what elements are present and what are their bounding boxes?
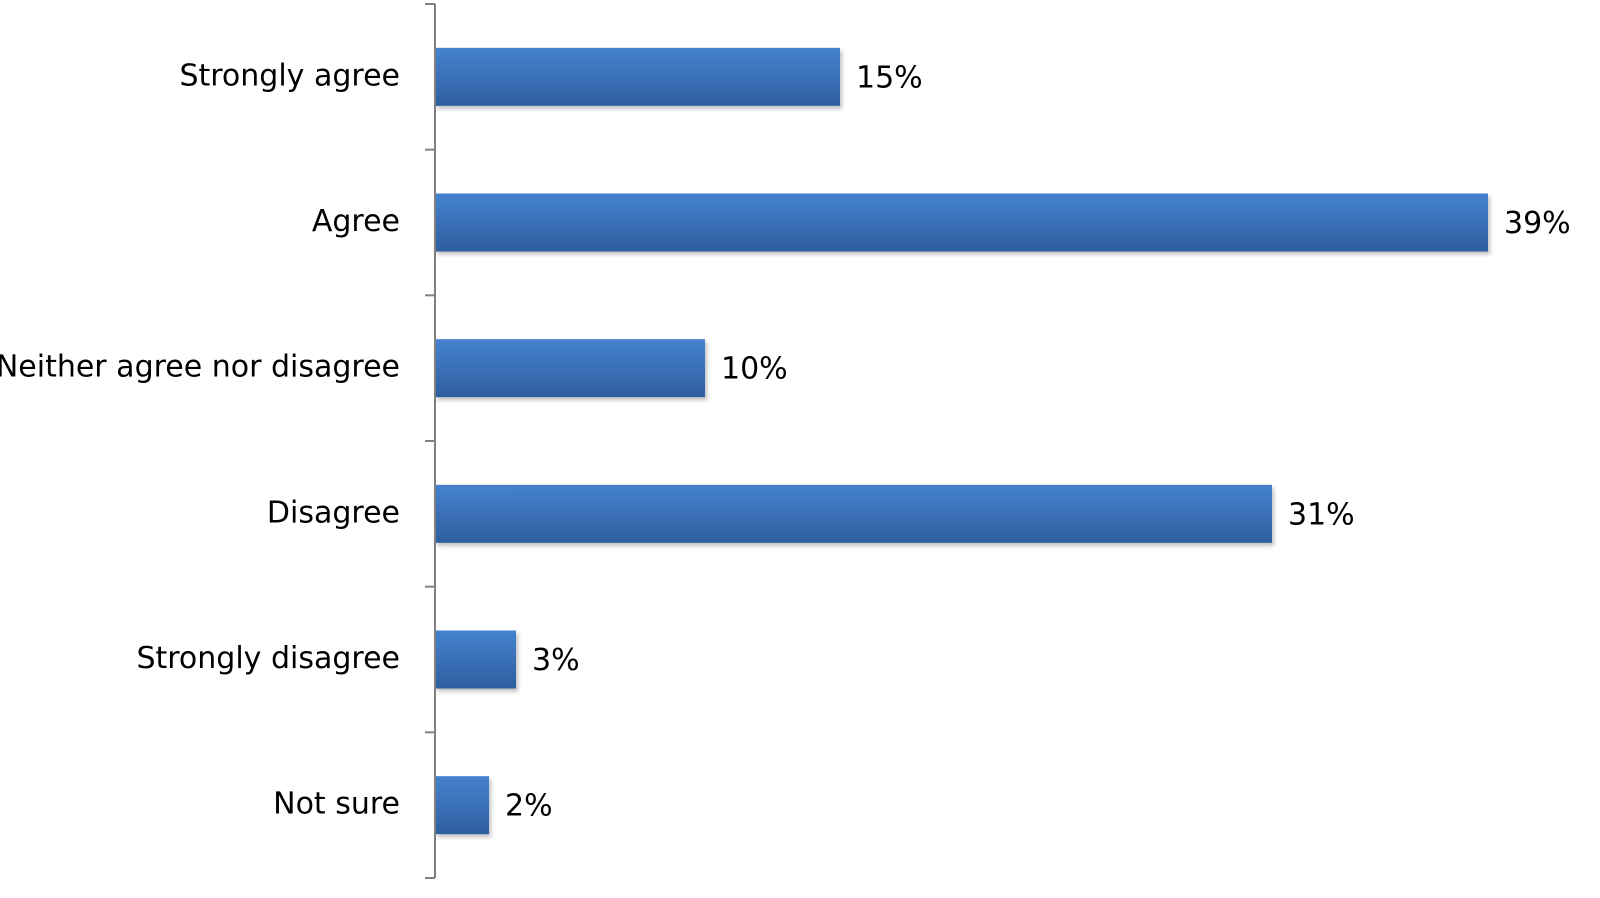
value-label-agree: 39% bbox=[1504, 206, 1571, 241]
bar-strongly-agree bbox=[435, 47, 840, 106]
category-label-agree: Agree bbox=[312, 204, 400, 239]
category-label-strongly-disagree: Strongly disagree bbox=[136, 641, 400, 676]
bar-agree bbox=[435, 193, 1488, 252]
value-label-strongly-disagree: 3% bbox=[532, 643, 580, 678]
bar-disagree bbox=[435, 484, 1272, 543]
category-label-disagree: Disagree bbox=[267, 495, 400, 530]
category-label-strongly-agree: Strongly agree bbox=[179, 58, 400, 93]
bar-neither-agree-nor-disagree bbox=[435, 339, 705, 398]
category-labels: Strongly agree Agree Neither agree nor dis… bbox=[0, 58, 400, 821]
value-label-neither-agree-nor-disagree: 10% bbox=[721, 352, 788, 387]
bar-strongly-disagree bbox=[435, 630, 516, 689]
value-label-strongly-agree: 15% bbox=[856, 60, 923, 95]
value-label-disagree: 31% bbox=[1288, 497, 1355, 532]
bars-group bbox=[435, 47, 1488, 835]
bar-not-sure bbox=[435, 776, 489, 835]
category-label-neither-agree-nor-disagree: Neither agree nor disagree bbox=[0, 350, 400, 385]
y-axis bbox=[425, 3, 436, 879]
value-labels: 15% 39% 10% 31% 3% 2% bbox=[505, 60, 1571, 823]
value-label-not-sure: 2% bbox=[505, 789, 553, 824]
category-label-not-sure: Not sure bbox=[273, 787, 400, 822]
